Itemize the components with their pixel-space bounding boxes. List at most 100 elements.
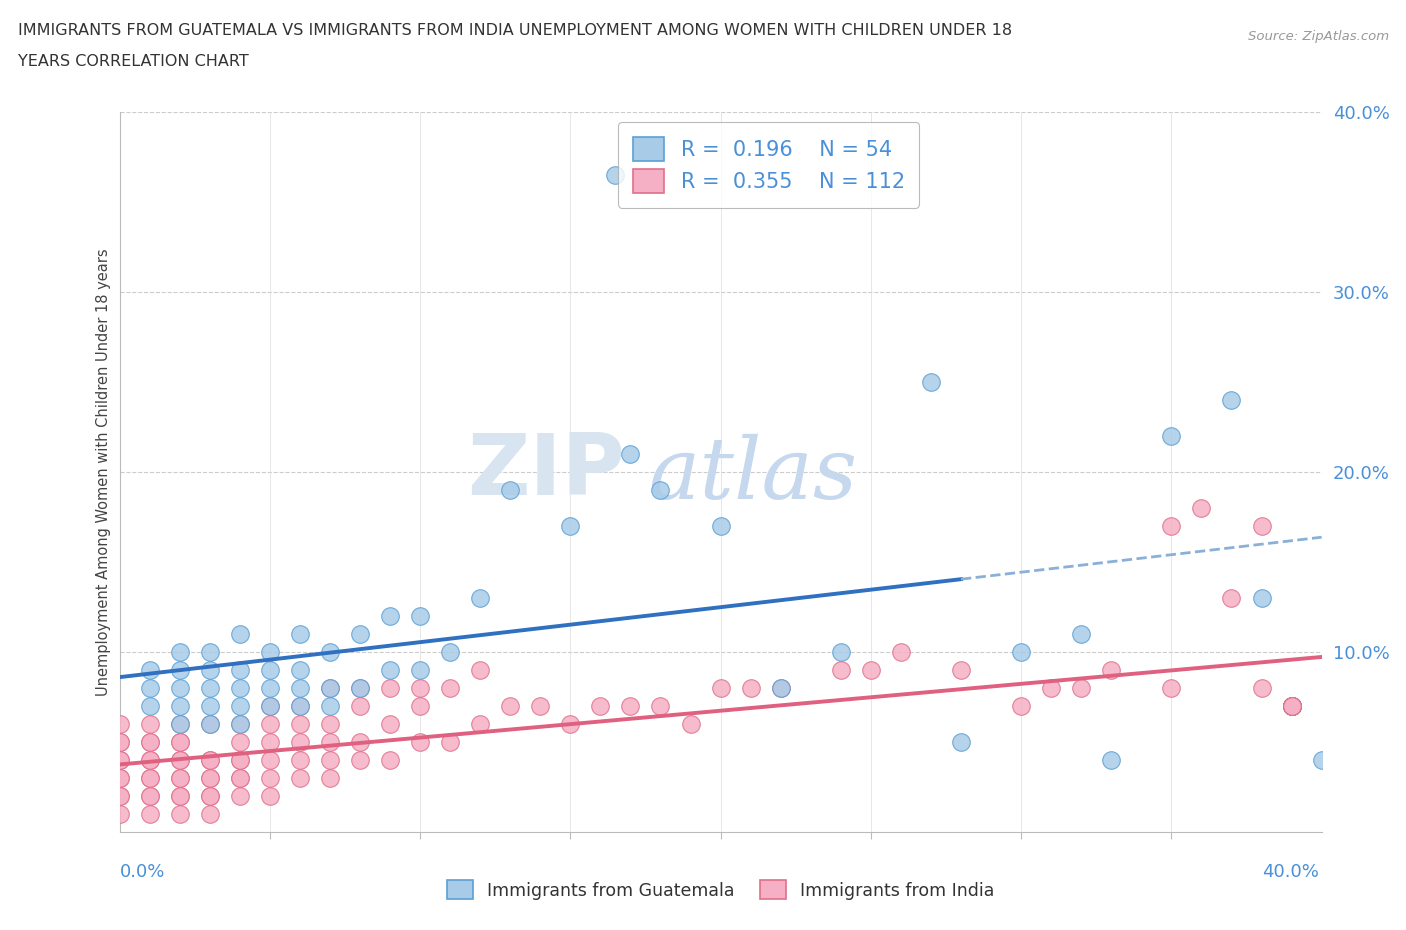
Y-axis label: Unemployment Among Women with Children Under 18 years: Unemployment Among Women with Children U… (96, 248, 111, 696)
Text: IMMIGRANTS FROM GUATEMALA VS IMMIGRANTS FROM INDIA UNEMPLOYMENT AMONG WOMEN WITH: IMMIGRANTS FROM GUATEMALA VS IMMIGRANTS … (18, 23, 1012, 38)
Point (228, 771, 252, 786)
Point (1160, 681, 1182, 696)
Point (138, 753, 160, 768)
Point (1281, 698, 1303, 713)
Point (108, 807, 131, 822)
Point (288, 717, 311, 732)
Point (259, 698, 281, 713)
Point (349, 681, 371, 696)
Point (409, 681, 432, 696)
Point (1220, 392, 1243, 407)
Point (198, 681, 221, 696)
Point (169, 771, 191, 786)
Text: 40.0%: 40.0% (1263, 863, 1319, 882)
Point (138, 789, 160, 804)
Point (169, 789, 191, 804)
Point (468, 663, 492, 678)
Point (1281, 698, 1303, 713)
Point (169, 807, 191, 822)
Point (198, 771, 221, 786)
Point (409, 698, 432, 713)
Point (288, 771, 311, 786)
Point (259, 789, 281, 804)
Point (619, 446, 641, 461)
Point (1281, 698, 1303, 713)
Point (409, 663, 432, 678)
Point (198, 753, 221, 768)
Point (228, 717, 252, 732)
Point (198, 771, 221, 786)
Point (259, 644, 281, 659)
Point (138, 735, 160, 750)
Text: Source: ZipAtlas.com: Source: ZipAtlas.com (1249, 30, 1389, 43)
Point (288, 663, 311, 678)
Point (1070, 681, 1092, 696)
Point (169, 753, 191, 768)
Point (228, 627, 252, 642)
Point (1220, 591, 1243, 605)
Point (228, 663, 252, 678)
Point (439, 735, 461, 750)
Point (169, 735, 191, 750)
Point (1070, 627, 1092, 642)
Point (259, 681, 281, 696)
Point (169, 698, 191, 713)
Point (288, 627, 311, 642)
Point (288, 735, 311, 750)
Point (319, 771, 342, 786)
Point (890, 644, 912, 659)
Point (378, 753, 401, 768)
Point (409, 609, 432, 624)
Point (198, 789, 221, 804)
Point (378, 609, 401, 624)
Point (108, 789, 131, 804)
Point (288, 698, 311, 713)
Point (650, 483, 672, 498)
Point (138, 681, 160, 696)
Point (228, 717, 252, 732)
Point (169, 681, 191, 696)
Point (859, 663, 882, 678)
Point (1250, 591, 1272, 605)
Point (830, 644, 852, 659)
Point (409, 735, 432, 750)
Point (589, 698, 612, 713)
Point (228, 698, 252, 713)
Point (198, 807, 221, 822)
Point (108, 753, 131, 768)
Point (349, 753, 371, 768)
Point (378, 717, 401, 732)
Point (950, 735, 973, 750)
Point (108, 735, 131, 750)
Point (319, 735, 342, 750)
Point (1281, 698, 1303, 713)
Point (108, 735, 131, 750)
Point (560, 717, 582, 732)
Point (169, 753, 191, 768)
Point (198, 698, 221, 713)
Point (319, 681, 342, 696)
Point (529, 698, 551, 713)
Point (198, 717, 221, 732)
Point (349, 735, 371, 750)
Point (288, 698, 311, 713)
Point (138, 663, 160, 678)
Point (679, 717, 702, 732)
Point (169, 789, 191, 804)
Point (108, 753, 131, 768)
Point (769, 681, 792, 696)
Point (378, 681, 401, 696)
Point (228, 753, 252, 768)
Point (1281, 698, 1303, 713)
Point (288, 753, 311, 768)
Point (319, 753, 342, 768)
Point (468, 591, 492, 605)
Point (1189, 500, 1212, 515)
Point (198, 717, 221, 732)
Point (108, 771, 131, 786)
Point (259, 663, 281, 678)
Text: atlas: atlas (648, 434, 858, 517)
Point (1160, 429, 1182, 444)
Text: YEARS CORRELATION CHART: YEARS CORRELATION CHART (18, 54, 249, 69)
Point (1281, 698, 1303, 713)
